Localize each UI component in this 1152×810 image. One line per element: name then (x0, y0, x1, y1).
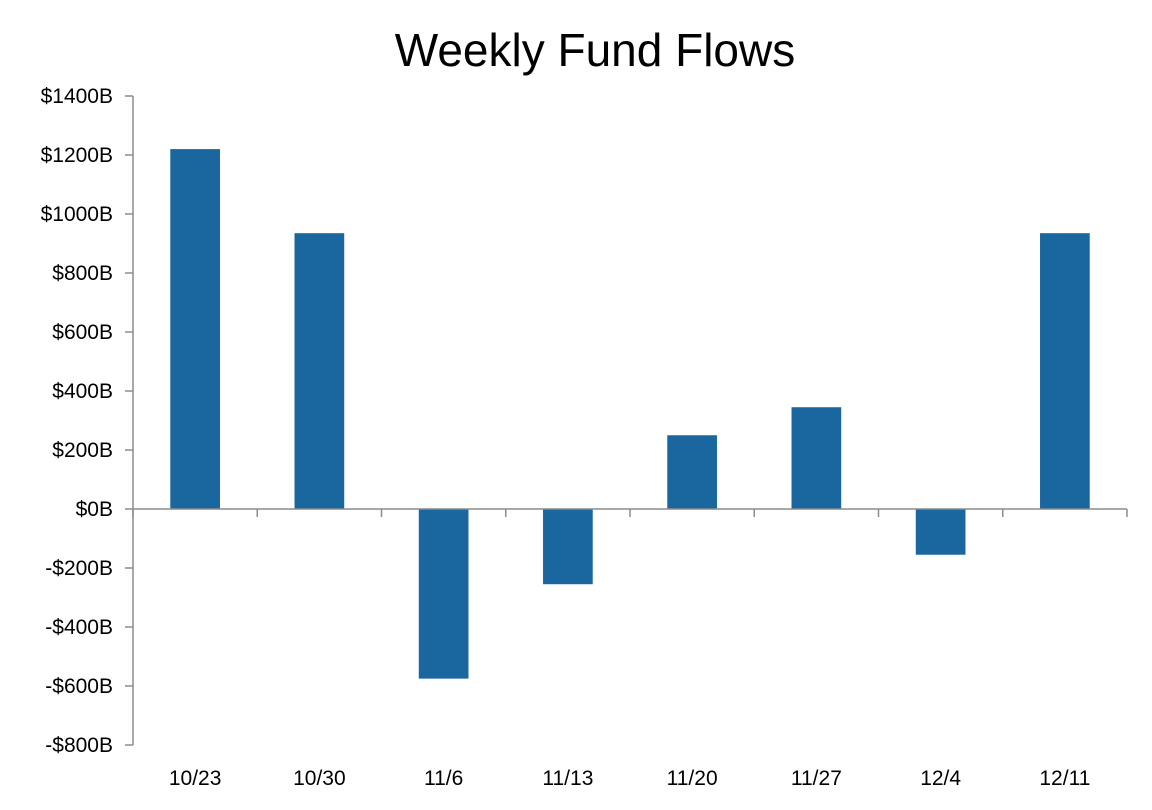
bar-12-11 (1040, 233, 1090, 510)
x-tick-label: 11/27 (791, 767, 842, 790)
x-tick-label: 11/20 (667, 767, 718, 790)
bar-10-30 (294, 233, 345, 510)
x-tick-label: 11/13 (542, 767, 593, 790)
y-tick-label: $400B (52, 380, 113, 403)
chart-title: Weekly Fund Flows (395, 24, 796, 76)
y-tick-label: $0B (76, 498, 113, 521)
y-tick-label: $1000B (41, 203, 113, 226)
x-tick-label: 10/30 (293, 767, 346, 790)
x-tick-label: 12/4 (920, 767, 961, 790)
x-axis: 10/23 10/30 11/6 11/13 11/20 11/27 12/4 12/11 (132, 508, 1128, 790)
bar-12-4 (915, 509, 966, 555)
y-tick-label: $200B (52, 439, 113, 462)
bar-11-13 (543, 509, 593, 585)
y-tick-label: -$200B (45, 557, 113, 580)
y-tick-label: -$800B (45, 734, 113, 757)
y-tick-label: -$600B (45, 675, 113, 698)
bar-11-20 (667, 435, 717, 509)
y-tick-label: -$400B (45, 616, 113, 639)
y-tick-label: $1400B (41, 85, 113, 108)
x-tick-label: 12/11 (1039, 767, 1090, 790)
y-tick-label: $1200B (41, 144, 113, 167)
bar-11-6 (418, 509, 469, 679)
y-tick-label: $600B (52, 321, 113, 344)
bars (170, 149, 1090, 679)
y-axis: $1400B $1200B $1000B $800B $600B $400B $200B $0… (41, 85, 134, 757)
x-tick-label: 11/6 (424, 767, 463, 790)
bar-11-27 (791, 407, 842, 509)
bar-10-23 (170, 149, 220, 509)
y-tick-label: $800B (52, 262, 113, 285)
x-tick-label: 10/23 (169, 767, 222, 790)
